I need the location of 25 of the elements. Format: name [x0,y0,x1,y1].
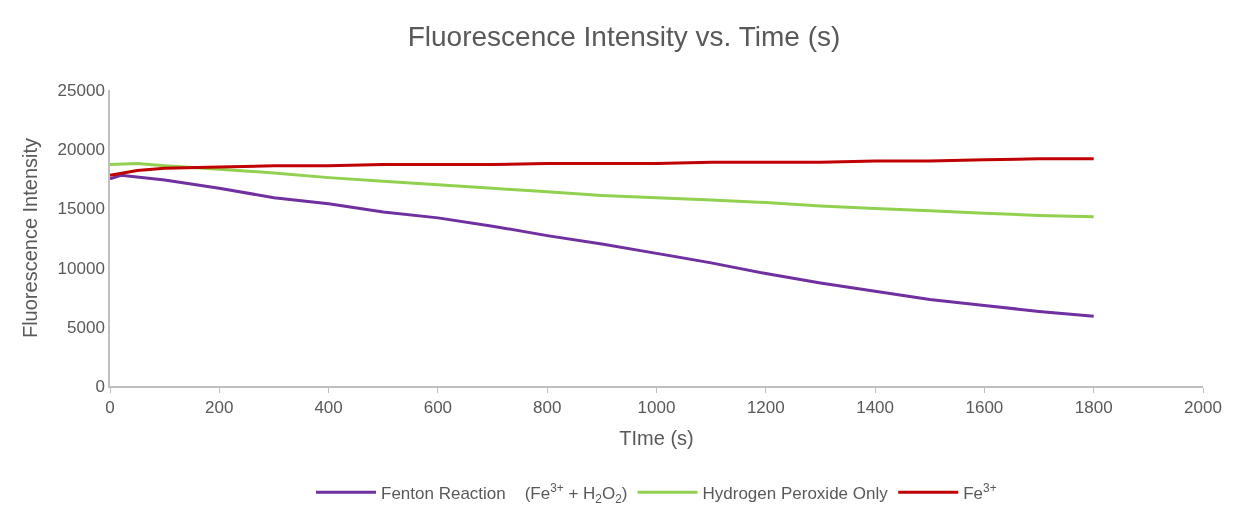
x-tick-label: 1800 [1074,398,1113,418]
y-tick-label: 0 [95,376,105,396]
x-tick-label: 1600 [965,398,1004,418]
legend-label: Fenton Reaction (Fe$^{3+}$ + H$_{2}$O$_{2}$) [381,480,628,506]
legend-label: Fe$^{3+}$ [963,480,997,503]
x-tick-label: 600 [423,398,453,418]
line-series [110,173,1096,318]
y-tick-label: 10000 [57,258,105,278]
x-tick-label: 2000 [1184,398,1222,418]
y-tick-label: 5000 [67,317,105,337]
x-tick-label: 400 [314,398,343,418]
x-tick-label: 1200 [746,398,785,418]
y-tick-label: 20000 [57,140,105,160]
y-tick-label: 15000 [57,199,105,219]
x-tick-label: 200 [205,398,234,418]
legend-label: Hydrogen Peroxide Only [702,483,889,503]
y-axis-title: Fluorescence Intensity [18,137,41,339]
x-axis-title: TIme (s) [619,427,694,450]
x-tick-label: 800 [533,398,562,418]
chart-title: Fluorescence Intensity vs. Time (s) [407,21,841,53]
y-tick-label: 25000 [57,80,105,100]
line-series [110,157,1096,177]
x-tick-label: 1000 [637,398,676,418]
x-tick-label: 1400 [856,398,895,418]
line-series [110,161,1096,219]
